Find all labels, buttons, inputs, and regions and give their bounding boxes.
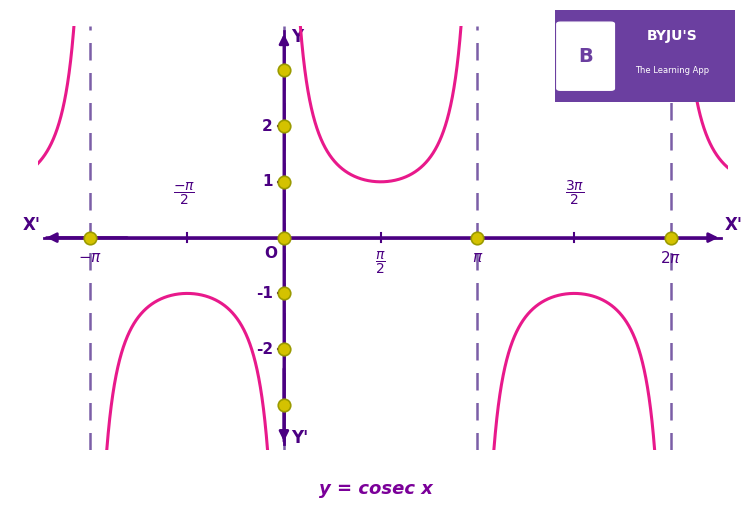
FancyBboxPatch shape <box>546 6 744 107</box>
Text: $-\pi$: $-\pi$ <box>78 250 103 265</box>
Text: $\dfrac{3\pi}{2}$: $\dfrac{3\pi}{2}$ <box>565 178 584 207</box>
Text: $2\pi$: $2\pi$ <box>661 250 682 266</box>
Text: X': X' <box>22 216 40 235</box>
Text: BYJU'S: BYJU'S <box>646 29 698 43</box>
Text: Y: Y <box>291 28 304 47</box>
Text: O: O <box>264 246 277 261</box>
Text: -2: -2 <box>256 342 273 357</box>
Text: $\dfrac{-\pi}{2}$: $\dfrac{-\pi}{2}$ <box>173 180 195 207</box>
Text: The Learning App: The Learning App <box>635 65 709 75</box>
Text: 2: 2 <box>262 119 273 133</box>
Text: Y': Y' <box>291 429 308 447</box>
Text: y = cosec x: y = cosec x <box>320 480 434 498</box>
Text: B: B <box>578 47 593 66</box>
Text: $\dfrac{\pi}{2}$: $\dfrac{\pi}{2}$ <box>375 250 386 276</box>
Text: -1: -1 <box>256 286 273 301</box>
Text: $\pi$: $\pi$ <box>472 250 483 265</box>
Text: X': X' <box>724 216 742 235</box>
FancyBboxPatch shape <box>556 22 614 90</box>
Text: 1: 1 <box>262 174 273 189</box>
